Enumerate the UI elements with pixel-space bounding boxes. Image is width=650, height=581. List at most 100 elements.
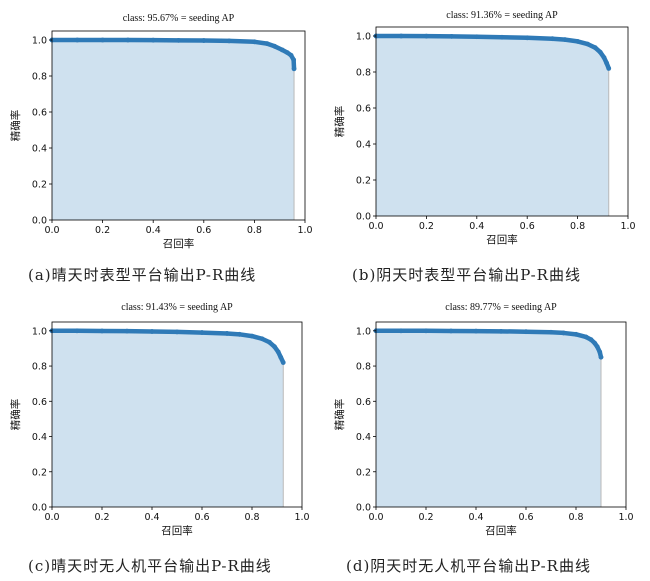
pr-point — [267, 339, 272, 345]
pr-point — [523, 329, 529, 335]
y-tick-label: 0.0 — [32, 503, 47, 514]
pr-point — [224, 331, 230, 336]
pr-point — [606, 66, 612, 71]
x-tick-label: 0.2 — [94, 512, 109, 523]
pr-point — [226, 38, 232, 44]
pr-point — [150, 37, 156, 43]
x-tick-label: 0.6 — [520, 221, 535, 232]
x-tick-label: 0.8 — [244, 512, 259, 523]
x-tick-label: 0.4 — [144, 512, 159, 523]
x-axis-label: 召回率 — [161, 524, 193, 537]
pr-point — [275, 349, 281, 355]
x-axis-label: 召回率 — [163, 237, 195, 250]
pr-point — [548, 329, 554, 335]
pr-point — [249, 333, 255, 339]
y-tick-label: 1.0 — [32, 36, 47, 47]
x-tick-label: 1.0 — [620, 221, 635, 232]
pr-point — [252, 39, 257, 45]
x-tick-label: 0.6 — [196, 225, 211, 236]
pr-curve — [373, 33, 611, 71]
y-axis-label: 精确率 — [333, 106, 346, 138]
caption-c: (c)晴天时无人机平台输出P-R曲线 — [28, 557, 272, 575]
pr-point — [279, 47, 285, 53]
pr-point — [592, 340, 598, 346]
y-tick-label: 0.8 — [356, 362, 371, 373]
chart-title: class: 91.43% = seeding AP — [121, 302, 233, 313]
y-tick-label: 0.6 — [32, 108, 47, 119]
pr-point — [291, 66, 297, 72]
pr-point — [449, 33, 454, 39]
pr-point — [237, 331, 242, 337]
pr-point — [561, 330, 566, 336]
pr-point — [201, 38, 207, 43]
pr-point — [575, 39, 580, 44]
y-tick-label: 0.2 — [356, 176, 371, 187]
pr-point — [124, 328, 130, 334]
y-tick-label: 0.0 — [356, 212, 371, 223]
pr-point — [272, 43, 278, 49]
pr-point — [398, 328, 404, 334]
pr-point — [498, 328, 504, 334]
pr-point — [264, 41, 270, 46]
x-tick-label: 0.4 — [468, 512, 483, 523]
x-tick-label: 0.0 — [44, 225, 59, 236]
y-axis-label: 精确率 — [9, 399, 22, 431]
chart-2: 0.0 0.2 0.4 0.6 0.8 1.0 0.0 0.2 0.4 0.6 0.8 1.0 clas… — [9, 302, 310, 537]
plot-frame — [375, 26, 629, 217]
pr-point — [125, 37, 131, 43]
x-tick-label: 0.8 — [247, 225, 262, 236]
pr-point — [524, 35, 530, 41]
pr-point — [259, 336, 265, 342]
y-tick-label: 1.0 — [32, 326, 47, 337]
x-tick-label: 1.0 — [297, 225, 312, 236]
pr-point — [284, 50, 290, 55]
pr-point — [74, 37, 80, 43]
chart-0: 0.0 0.2 0.4 0.6 0.8 1.0 0.0 0.2 0.4 0.6 0.8 1.0 clas… — [9, 13, 313, 250]
x-tick-label: 0.0 — [368, 221, 383, 232]
y-tick-label: 0.6 — [32, 397, 47, 408]
pr-point — [592, 45, 598, 51]
y-tick-label: 0.2 — [32, 467, 47, 478]
pr-point — [583, 334, 589, 340]
pr-point — [100, 37, 105, 43]
y-tick-label: 0.4 — [356, 140, 371, 151]
y-tick-label: 0.8 — [32, 72, 47, 83]
pr-point — [176, 37, 181, 43]
y-tick-label: 0.6 — [356, 104, 371, 115]
pr-point — [424, 33, 429, 39]
pr-area — [52, 330, 284, 507]
x-axis-label: 召回率 — [486, 233, 518, 246]
y-axis-label: 精确率 — [9, 110, 22, 142]
pr-point — [280, 360, 286, 365]
x-tick-label: 0.8 — [570, 221, 585, 232]
pr-point — [562, 37, 568, 42]
pr-point — [499, 34, 505, 40]
pr-point — [74, 328, 80, 334]
pr-area — [376, 330, 601, 507]
caption-a: (a)晴天时表型平台输出P-R曲线 — [28, 266, 257, 284]
x-tick-label: 0.4 — [469, 221, 484, 232]
chart-1: 0.0 0.2 0.4 0.6 0.8 1.0 0.0 0.2 0.4 0.6 0.8 1.0 clas… — [333, 10, 636, 246]
y-tick-label: 1.0 — [356, 32, 371, 43]
pr-area — [52, 40, 295, 220]
y-tick-label: 0.2 — [32, 180, 47, 191]
pr-point — [272, 344, 277, 350]
pr-point — [473, 328, 479, 334]
pr-point — [174, 329, 180, 335]
pr-point — [278, 354, 284, 360]
x-tick-label: 0.0 — [44, 512, 59, 523]
x-tick-label: 0.4 — [146, 225, 161, 236]
pr-point — [199, 330, 205, 335]
y-tick-label: 0.2 — [356, 467, 371, 478]
chart-3: 0.0 0.2 0.4 0.6 0.8 1.0 0.0 0.2 0.4 0.6 0.8 1.0 clas… — [333, 302, 634, 537]
pr-point — [604, 60, 609, 66]
pr-point — [474, 34, 480, 40]
x-tick-label: 1.0 — [294, 512, 309, 523]
plot-frame — [375, 321, 627, 508]
x-tick-label: 0.2 — [418, 512, 433, 523]
y-tick-label: 0.8 — [32, 362, 47, 373]
caption-d: (d)阴天时无人机平台输出P-R曲线 — [346, 557, 591, 575]
chart-title: class: 91.36% = seeding AP — [446, 10, 558, 21]
pr-point — [291, 57, 297, 63]
x-axis-label: 召回率 — [485, 524, 517, 537]
